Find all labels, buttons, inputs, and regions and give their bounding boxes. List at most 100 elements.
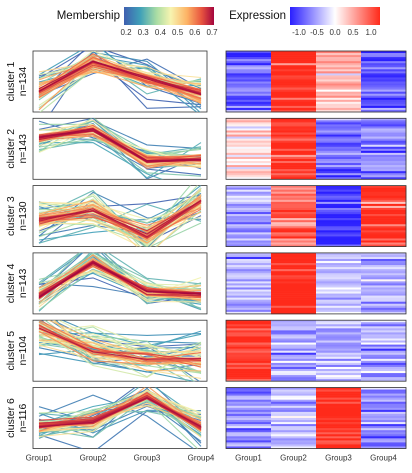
heatmap-cell (361, 120, 407, 123)
heatmap-cell (271, 197, 317, 201)
heatmap-cell (316, 238, 362, 241)
heatmap-cell (316, 199, 362, 203)
heatmap-cell (271, 387, 317, 390)
heatmap-cell (271, 230, 317, 233)
heatmap-cell (361, 69, 407, 72)
heatmap-cell (226, 69, 272, 72)
heatmap-cell (361, 407, 407, 411)
heatmap-cell (361, 158, 407, 162)
heatmap-cell (316, 87, 362, 90)
heatmap-cell (271, 311, 317, 315)
heatmap-cell (271, 322, 317, 325)
heatmap-cell (316, 354, 362, 358)
heatmap-cell (316, 89, 362, 92)
heatmap-cell (226, 422, 272, 425)
heatmap-cell (361, 373, 407, 376)
heatmap-cell (316, 228, 362, 231)
heatmap-cell (271, 305, 317, 309)
heatmap-cell (271, 301, 317, 305)
heatmap-cell (226, 328, 272, 331)
heatmap-cell (271, 210, 317, 213)
heatmap-cell (271, 269, 317, 272)
heatmap-cell (361, 438, 407, 441)
heatmap-cell (361, 389, 407, 392)
cluster-profile-line (38, 330, 202, 379)
heatmap-cell (271, 163, 317, 166)
heatmap-cell (226, 203, 272, 207)
heatmap-cell (271, 259, 317, 262)
heatmap-cell (316, 426, 362, 429)
expression-tick-label: -0.5 (310, 28, 324, 37)
heatmap-cell (361, 428, 407, 431)
heatmap-cell (271, 307, 317, 311)
heatmap-cell (361, 366, 407, 370)
heatmap-cell (271, 191, 317, 195)
expression-legend: Expression -1.0 -0.5 0.0 0.5 1.0 (229, 7, 380, 37)
heatmap-cell (316, 185, 362, 188)
heatmap-cell (316, 203, 362, 207)
heatmap-cell (316, 348, 362, 351)
heatmap-cell (361, 146, 407, 150)
heatmap-cell (361, 210, 407, 213)
heatmap-cell (271, 352, 317, 356)
heatmap-cell (271, 375, 317, 378)
heatmap-cell (226, 285, 272, 288)
heatmap-cell (316, 395, 362, 398)
heatmap-cell (226, 420, 272, 423)
heatmap-cell (316, 109, 362, 113)
heatmap-cell (316, 189, 362, 192)
heatmap-cell (226, 63, 272, 66)
heatmap-block-frame (225, 185, 407, 248)
heatmap-cell (361, 109, 407, 113)
heatmap-cell (316, 344, 362, 347)
heatmap-cell (361, 140, 407, 143)
heatmap-cell (271, 216, 317, 219)
heatmap-cell (226, 362, 272, 366)
heatmap-cell (316, 442, 362, 445)
heatmap-cell (361, 238, 407, 241)
heatmap-cell (226, 440, 272, 443)
heatmap-cell (271, 71, 317, 74)
heatmap-cell (361, 73, 407, 76)
cluster-panel: cluster 1 n=134 (5, 50, 208, 113)
cluster-profile-line (38, 397, 202, 428)
heatmap-cell (316, 226, 362, 229)
heatmap-cell (361, 411, 407, 415)
heatmap-cell (361, 336, 407, 339)
heatmap-cell (226, 297, 272, 300)
heatmap-cell (226, 210, 272, 213)
heatmap-cell (316, 293, 362, 296)
heatmap-cell (316, 236, 362, 239)
heatmap-cell (316, 332, 362, 335)
heatmap-cell (361, 377, 407, 380)
heatmap-cell (226, 205, 272, 209)
heatmap-cell (271, 124, 317, 127)
heatmap-cell (316, 77, 362, 80)
heatmap-cell (271, 103, 317, 107)
heatmap-cell (271, 144, 317, 148)
heatmap-cell (271, 51, 317, 54)
heatmap-cell (226, 324, 272, 327)
heatmap-cell (226, 214, 272, 217)
heatmap-cell (361, 199, 407, 203)
cluster-profile-line (38, 252, 202, 285)
heatmap-cell (226, 165, 272, 168)
heatmap-cell (361, 269, 407, 272)
heatmap-cell (226, 207, 272, 211)
heatmap-cell (271, 256, 317, 260)
heatmap-cell (361, 126, 407, 129)
heatmap-cell (361, 197, 407, 201)
membership-colorbar (124, 7, 214, 25)
heatmap-cell (316, 154, 362, 158)
heatmap-cell (271, 411, 317, 415)
heatmap-cell (316, 438, 362, 441)
heatmap-cell (316, 407, 362, 411)
heatmap-cell (361, 265, 407, 268)
heatmap-cell (226, 189, 272, 192)
heatmap-cell (271, 334, 317, 337)
heatmap-cell (271, 438, 317, 441)
heatmap-cell (361, 152, 407, 156)
heatmap-cell (361, 128, 407, 131)
heatmap-cell (226, 334, 272, 337)
cluster-profile-line (38, 200, 202, 235)
